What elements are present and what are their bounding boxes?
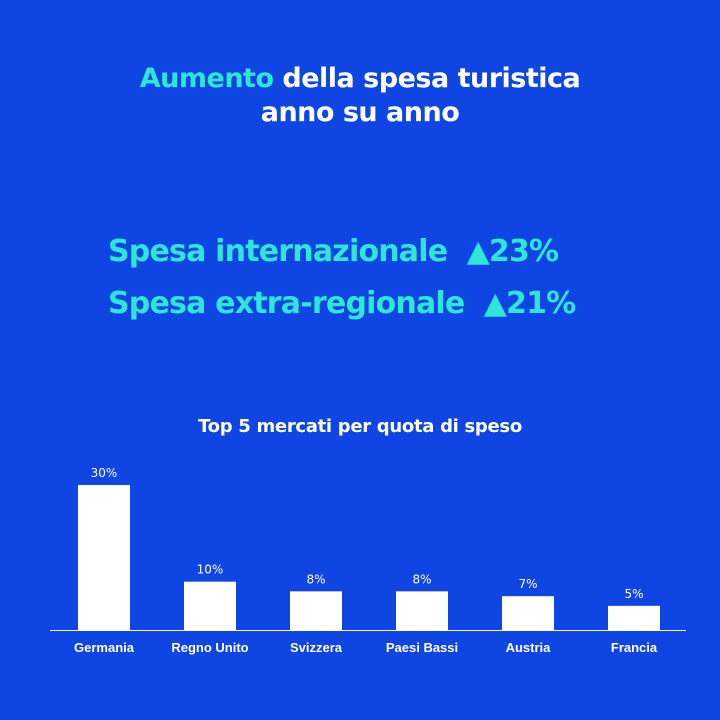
stats-block: Spesa internazionale ▲23% Spesa extra-re… (108, 226, 576, 330)
bar-1 (184, 581, 236, 630)
chart-title: Top 5 mercati per quota di speso (198, 416, 522, 437)
bar-4 (502, 596, 554, 630)
headline-line-1-rest: della spesa turistica (273, 63, 581, 94)
x-tick-label-4: Austria (506, 640, 552, 655)
stat-extra-regional-label: Spesa extra-regionale (108, 286, 465, 321)
stat-international-label: Spesa internazionale (108, 234, 448, 269)
x-tick-label-5: Francia (611, 640, 658, 655)
stat-extra-regional: Spesa extra-regionale ▲21% (108, 278, 576, 330)
data-label-0: 30% (91, 466, 118, 480)
headline-line-2: anno su anno (260, 97, 460, 128)
bar-0 (78, 485, 130, 630)
data-label-2: 8% (306, 572, 325, 586)
data-label-4: 7% (518, 577, 537, 591)
headline: Aumento della spesa turistica anno su an… (0, 62, 720, 130)
data-label-3: 8% (412, 572, 431, 586)
headline-line-1: Aumento della spesa turistica (0, 62, 720, 96)
bar-5 (608, 605, 660, 630)
bar-3 (396, 591, 448, 630)
headline-accent: Aumento (139, 63, 274, 94)
x-tick-label-1: Regno Unito (171, 640, 248, 655)
x-tick-label-0: Germania (74, 640, 135, 655)
stat-international-change: ▲23% (466, 234, 559, 269)
bar-2 (290, 591, 342, 630)
stat-extra-regional-change: ▲21% (483, 286, 576, 321)
x-tick-label-3: Paesi Bassi (386, 640, 458, 655)
data-label-1: 10% (197, 563, 224, 577)
stat-international: Spesa internazionale ▲23% (108, 226, 575, 278)
x-tick-label-2: Svizzera (290, 640, 343, 655)
data-label-5: 5% (624, 587, 643, 601)
